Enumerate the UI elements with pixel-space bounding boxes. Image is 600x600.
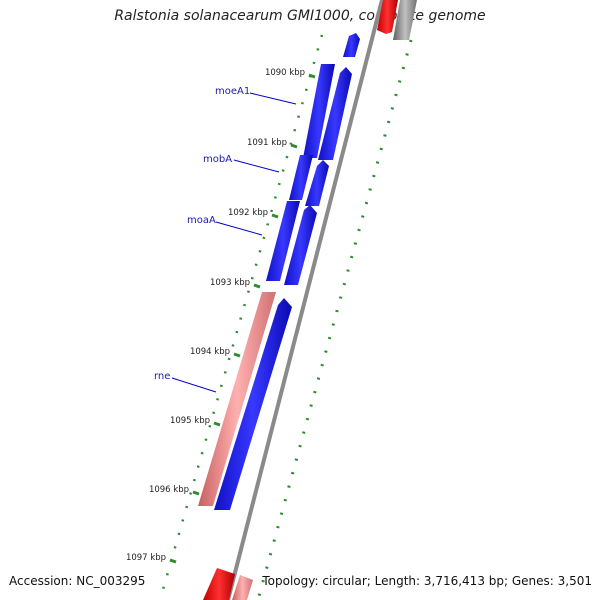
top-gray-feature-fragment — [393, 0, 417, 40]
ruler-label: 1093 kbp — [210, 278, 250, 288]
top-reverse-gene-fragment — [377, 0, 398, 34]
ruler-label: 1090 kbp — [265, 68, 305, 78]
genome-backbone — [226, 0, 384, 600]
bottom-reverse-gene-fragment-2 — [232, 575, 253, 600]
ruler-tick — [233, 352, 241, 358]
ruler-label: 1095 kbp — [170, 416, 210, 426]
gene-label-rne: rne — [154, 371, 170, 382]
ruler-tick — [290, 143, 298, 149]
ruler-label: 1094 kbp — [190, 347, 230, 357]
gene-labels: moeA1 mobA moaA rne — [154, 86, 297, 393]
ruler-tick — [192, 490, 200, 496]
topology-text: Topology: circular; Length: 3,716,413 bp… — [262, 574, 592, 588]
gene-label-leader — [171, 377, 217, 393]
ruler-tick — [308, 73, 316, 79]
gene-moaA — [266, 201, 300, 281]
gene-label-moeA1: moeA1 — [215, 86, 250, 97]
ruler-label: 1091 kbp — [247, 138, 287, 148]
ruler-tick — [253, 283, 261, 289]
ruler-tick — [271, 213, 279, 219]
forward-gene-2 — [305, 160, 329, 206]
forward-gene-1 — [318, 67, 352, 160]
gene-moeA1 — [303, 64, 335, 158]
gene-mobA — [289, 155, 313, 200]
gene-rne — [198, 292, 276, 506]
accession-text: Accession: NC_003295 — [9, 574, 146, 588]
ruler-tick — [169, 558, 177, 564]
forward-gene-3 — [284, 205, 317, 285]
inner-tick-track — [158, 34, 324, 600]
ruler-label: 1096 kbp — [149, 485, 189, 495]
gene-label-leader — [233, 159, 280, 173]
ruler-tick — [213, 421, 221, 427]
ruler-label: 1097 kbp — [126, 553, 166, 563]
bottom-reverse-gene-fragment-1 — [203, 568, 235, 600]
ruler: 1090 kbp 1091 kbp 1092 kbp 1093 kbp 1094 kbp… — [126, 68, 316, 564]
gene-label-moaA: moaA — [187, 215, 216, 226]
gene-label-leader — [215, 221, 263, 236]
top-forward-gene-fragment — [343, 33, 360, 57]
ruler-label: 1092 kbp — [228, 208, 268, 218]
forward-gene-4 — [214, 298, 292, 510]
gene-label-mobA: mobA — [203, 154, 232, 165]
gene-label-leader — [249, 92, 297, 105]
